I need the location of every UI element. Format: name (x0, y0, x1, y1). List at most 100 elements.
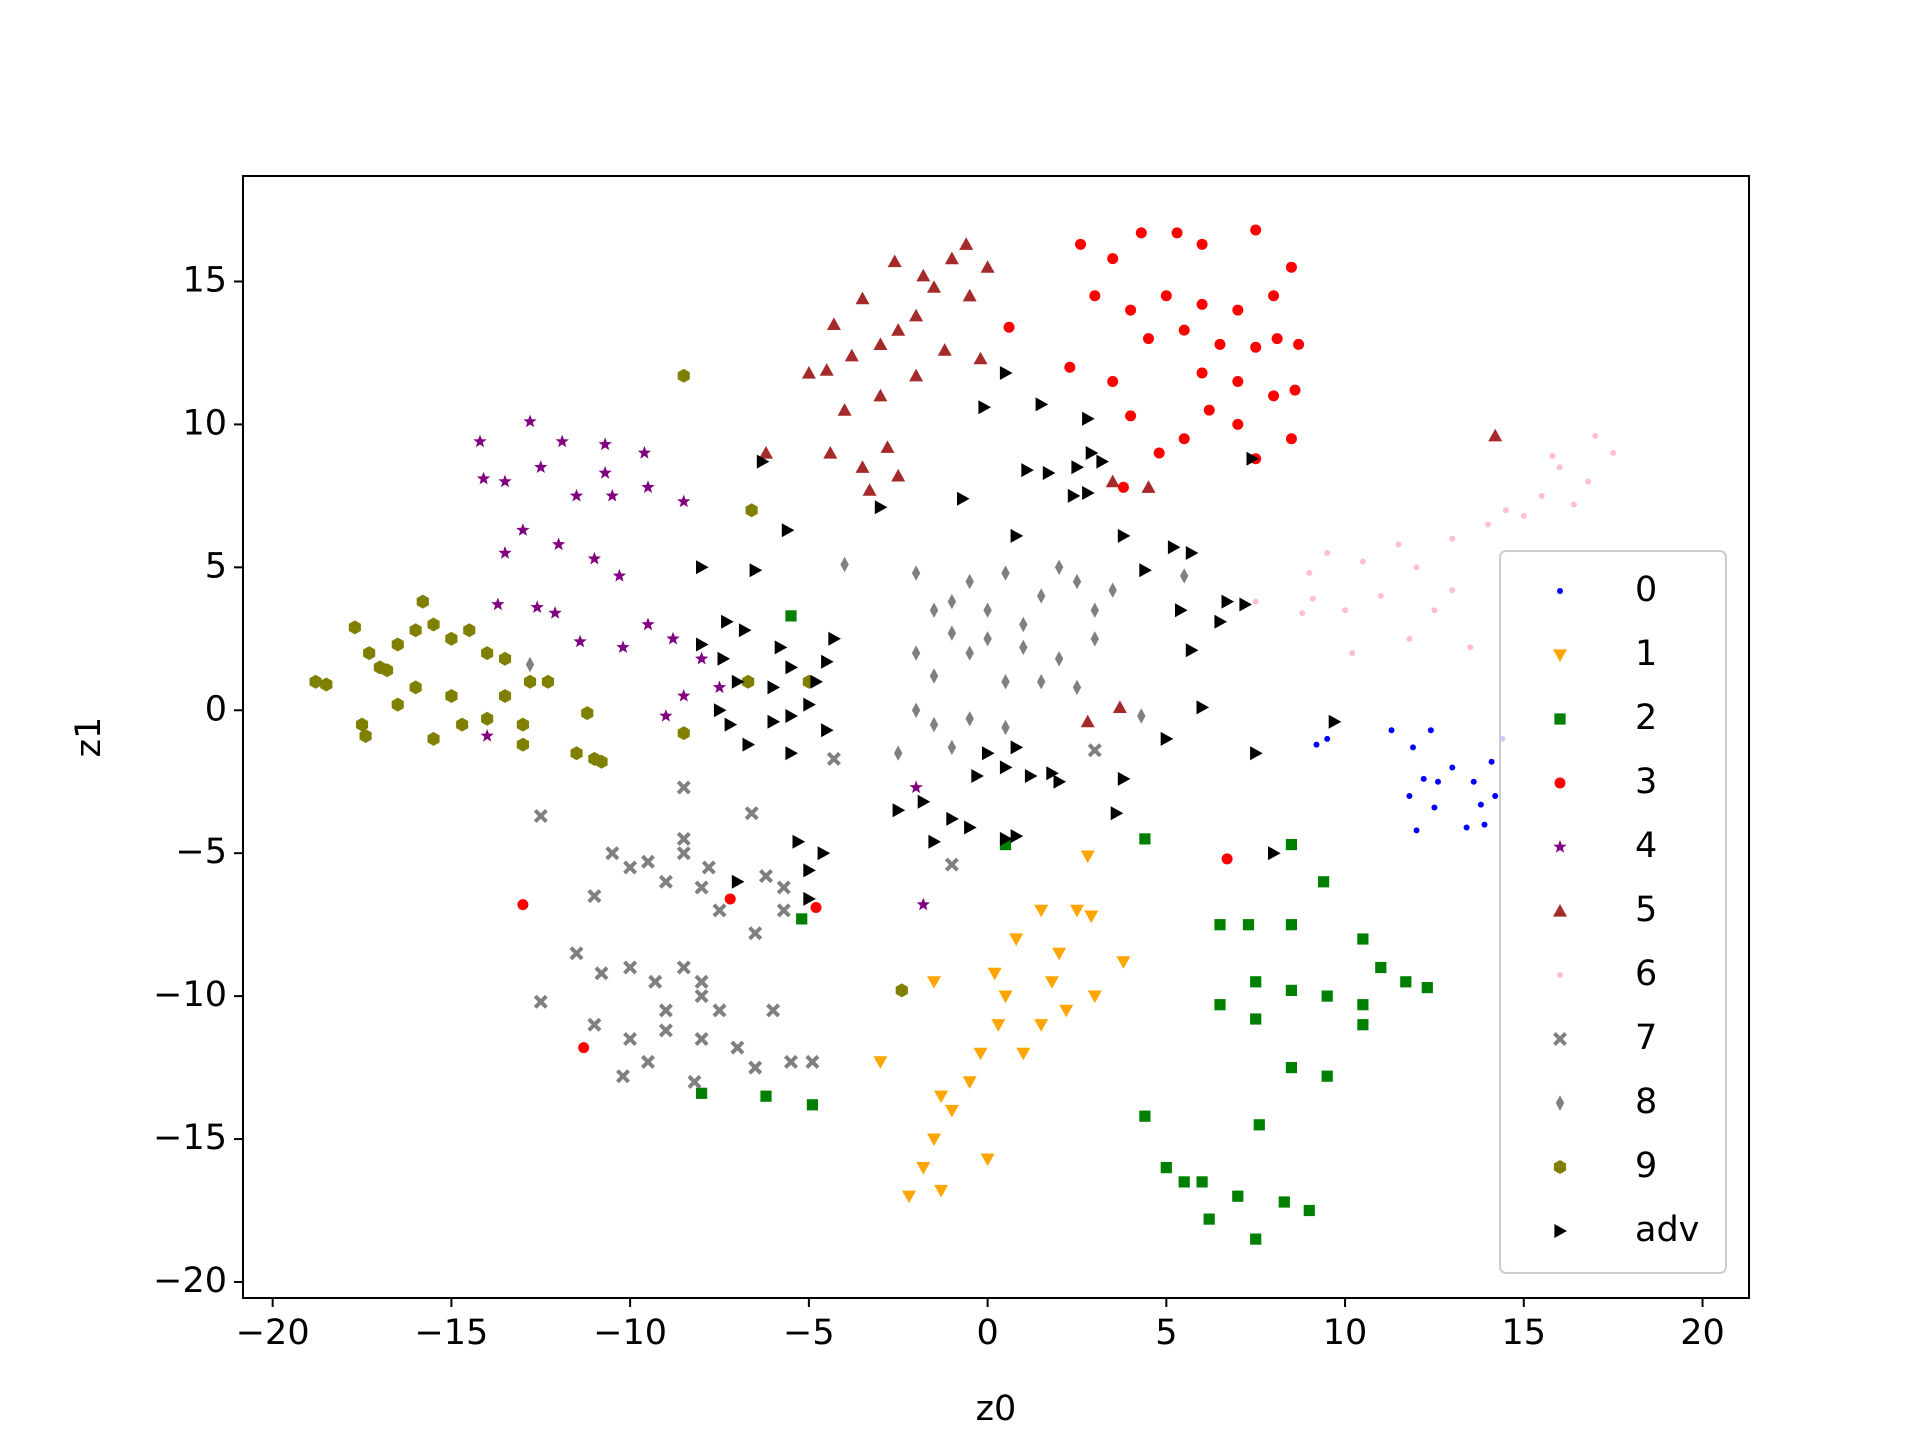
point (767, 714, 781, 729)
point (817, 846, 831, 861)
point (1420, 775, 1427, 782)
point (1250, 1233, 1262, 1245)
point (1293, 338, 1305, 350)
point (1016, 1047, 1031, 1061)
y-axis-label: z1 (69, 717, 109, 758)
point (987, 967, 1002, 981)
point (499, 651, 512, 666)
point (1085, 446, 1099, 460)
point (1324, 550, 1331, 557)
point (1303, 1204, 1315, 1217)
x-tick-label: 10 (1323, 1313, 1368, 1353)
point (587, 551, 601, 565)
point (676, 846, 691, 861)
point (1196, 367, 1208, 379)
point (840, 556, 849, 573)
point (1064, 361, 1076, 373)
x-axis-label: z0 (976, 1389, 1017, 1429)
point (1253, 1119, 1265, 1131)
point (781, 523, 795, 538)
point (517, 899, 529, 911)
point (1010, 528, 1024, 543)
point (928, 834, 941, 849)
point (760, 1090, 772, 1102)
point (1232, 376, 1244, 388)
point (983, 602, 992, 618)
point (1592, 432, 1599, 439)
point (806, 1099, 818, 1111)
point (745, 503, 758, 518)
point (1268, 846, 1281, 861)
point (983, 631, 992, 647)
point (1470, 778, 1477, 785)
point (796, 913, 808, 925)
legend-label: 7 (1635, 1018, 1657, 1058)
point (785, 746, 798, 761)
point (999, 831, 1013, 846)
point (612, 568, 627, 582)
point (658, 1003, 673, 1018)
point (855, 460, 870, 473)
legend-marker (1553, 840, 1567, 853)
point (1250, 341, 1262, 353)
point (947, 625, 957, 641)
point (712, 1003, 727, 1018)
point (805, 1054, 820, 1069)
point (694, 974, 709, 989)
point (1463, 824, 1470, 831)
point (713, 703, 727, 718)
point (356, 717, 369, 732)
point (1232, 418, 1244, 430)
point (1357, 999, 1369, 1011)
point (658, 1023, 673, 1038)
point (677, 368, 690, 383)
point (1318, 876, 1330, 888)
point (946, 811, 959, 826)
legend-marker (1554, 713, 1566, 725)
point (980, 1153, 995, 1167)
point (744, 806, 759, 821)
point (1112, 700, 1127, 713)
point (595, 754, 608, 769)
point (937, 343, 952, 356)
series (525, 556, 1189, 761)
point (965, 711, 974, 727)
point (895, 983, 908, 998)
point (731, 874, 745, 889)
point (1431, 607, 1438, 614)
point (491, 597, 505, 611)
point (1306, 570, 1313, 577)
point (1250, 1013, 1262, 1025)
point (944, 857, 959, 872)
point (1196, 298, 1208, 310)
point (1449, 764, 1456, 771)
point (934, 1184, 949, 1198)
x-tick-label: −5 (783, 1313, 835, 1353)
point (1232, 304, 1244, 316)
point (1059, 1004, 1074, 1018)
point (1139, 833, 1151, 845)
point (964, 820, 977, 835)
point (1328, 714, 1342, 729)
point (792, 834, 806, 849)
point (530, 600, 544, 613)
point (1242, 919, 1255, 931)
legend-marker (1557, 972, 1563, 978)
point (677, 494, 691, 508)
legend-marker (1553, 1032, 1567, 1046)
point (1357, 1019, 1369, 1031)
point (427, 731, 440, 746)
point (748, 1060, 763, 1075)
plot-frame (242, 175, 1750, 1299)
point (648, 974, 663, 989)
point (911, 702, 921, 718)
point (1010, 740, 1024, 755)
legend-label: 3 (1635, 762, 1657, 802)
series (696, 366, 1342, 906)
point (1160, 731, 1174, 746)
point (641, 480, 655, 493)
point (1037, 674, 1046, 690)
point (1054, 559, 1064, 575)
point (1070, 904, 1084, 918)
point (695, 651, 709, 665)
